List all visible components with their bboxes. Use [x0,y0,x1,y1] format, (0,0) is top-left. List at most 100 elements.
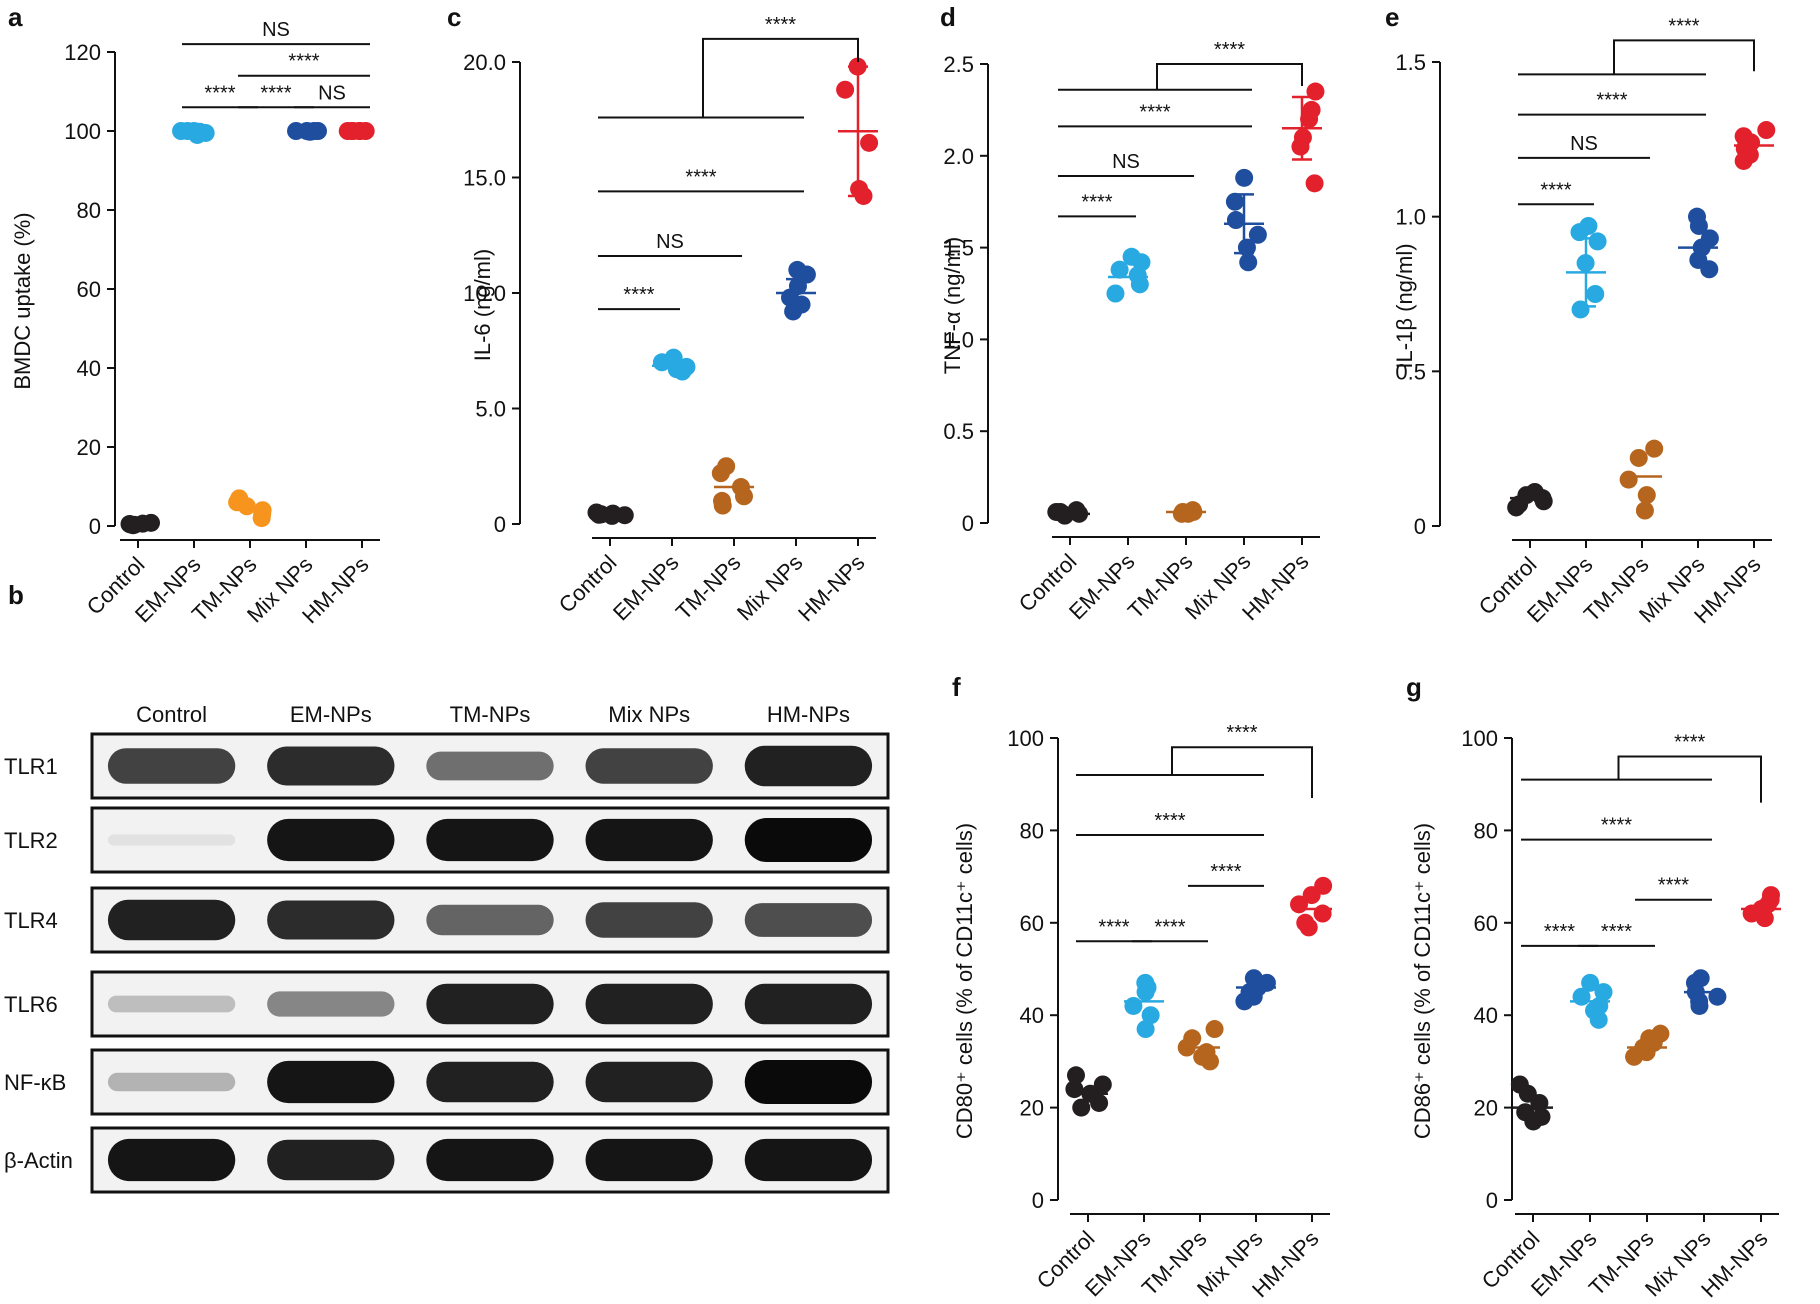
panel-f: f 0 20 40 60 80 100 CD80⁺ cells (% of CD11c⁺ ce… [952,672,1333,1302]
data-point [860,133,879,152]
data-point [1510,495,1529,514]
y-tick-label: 60 [1474,911,1498,936]
blot-row-label: TLR4 [4,908,58,933]
blot-band [107,995,236,1013]
y-tick-label: 1.0 [1395,205,1426,230]
y-tick-label: 0.5 [1395,359,1426,384]
blot-band [426,1061,554,1103]
y-tick-label: 10.0 [463,281,506,306]
significance-label: **** [204,82,235,104]
y-tick-label: 0 [962,511,974,536]
data-point [1637,486,1656,505]
data-point [1579,216,1598,235]
data-point [1235,168,1254,187]
significance-label: **** [1098,916,1129,938]
blot-row-label: β-Actin [4,1148,73,1173]
data-point [788,260,807,279]
significance-bracket [1156,63,1303,90]
data-point [1314,876,1333,895]
panel-label: b [8,580,24,610]
data-point [338,122,357,140]
data-point [713,491,732,510]
blot-band [585,902,713,938]
data-point [1225,192,1244,211]
data-point [1619,470,1638,489]
data-point [1708,987,1727,1006]
y-tick-label: 40 [77,356,101,381]
blot-band [585,1138,713,1182]
data-point [1248,225,1267,244]
blot-band [585,748,713,784]
data-point [1106,284,1125,303]
panel-g: g 0 20 40 60 80 100 CD86⁺ cells (% of CD11c⁺ ce… [1406,672,1781,1302]
y-tick-label: 100 [1007,726,1044,751]
data-point [230,489,249,508]
data-point [1296,913,1315,932]
blot-band [107,834,236,846]
significance-bracket [1171,746,1313,799]
y-tick-label: 0.5 [943,419,974,444]
significance-label: NS [318,82,346,104]
significance-label: **** [623,284,654,306]
blot-band [267,991,395,1017]
blot-band [267,1060,395,1104]
significance-label: **** [1081,191,1112,213]
data-point [836,80,855,99]
blot-band [744,903,873,937]
blot-band [107,899,236,941]
blot-row-label: TLR6 [4,992,58,1017]
significance-label: **** [1540,179,1571,201]
panel-label: e [1385,2,1399,32]
y-tick-label: 100 [64,119,101,144]
blot-band [744,745,873,787]
data-point [1244,969,1263,988]
significance-label: **** [1154,916,1185,938]
blot-band [267,900,395,940]
y-tick-label: 100 [1461,726,1498,751]
data-point [1205,1020,1224,1039]
significance-label: NS [1112,151,1140,173]
y-tick-label: 15.0 [463,166,506,191]
y-tick-label: 0 [494,512,506,537]
panel-label: g [1406,672,1422,702]
y-tick-label: 5.0 [475,397,506,422]
data-point [1093,1075,1112,1094]
blot-row-label: NF-κB [4,1070,66,1095]
y-tick-label: 0 [1486,1188,1498,1213]
data-point [667,360,686,379]
data-point [1588,232,1607,251]
x-tick-label: Mix NPs [732,550,808,626]
significance-bracket [1613,39,1755,75]
significance-label: **** [1154,810,1185,832]
significance-label: **** [288,51,319,73]
significance-label: **** [1210,861,1241,883]
y-tick-label: 80 [77,198,101,223]
y-tick-label: 0 [1414,514,1426,539]
data-point [1302,100,1321,119]
lane-label: Control [136,702,207,727]
data-point [1110,260,1129,279]
data-point [1136,1020,1155,1039]
y-tick-label: 0 [1032,1188,1044,1213]
blot-band [426,751,554,781]
y-tick-label: 20 [1474,1096,1498,1121]
data-point [1136,973,1155,992]
blot-band [426,1138,554,1182]
data-point [1066,1066,1085,1085]
blot-band [426,818,554,862]
y-tick-label: 20 [1020,1096,1044,1121]
y-axis-label: BMDC uptake (%) [10,212,35,389]
x-tick-label: HM-NPs [793,550,869,626]
blot-band [585,983,713,1025]
data-point [190,122,209,141]
blot-band [267,746,395,786]
y-axis-label: TNF-α (ng/ml) [940,237,965,374]
y-tick-label: 1.5 [1395,50,1426,75]
data-point [1581,973,1600,992]
significance-label: **** [765,14,796,36]
y-axis-label: CD80⁺ cells (% of CD11c⁺ cells) [952,823,977,1139]
data-point [253,505,272,524]
blot-band [267,818,395,862]
